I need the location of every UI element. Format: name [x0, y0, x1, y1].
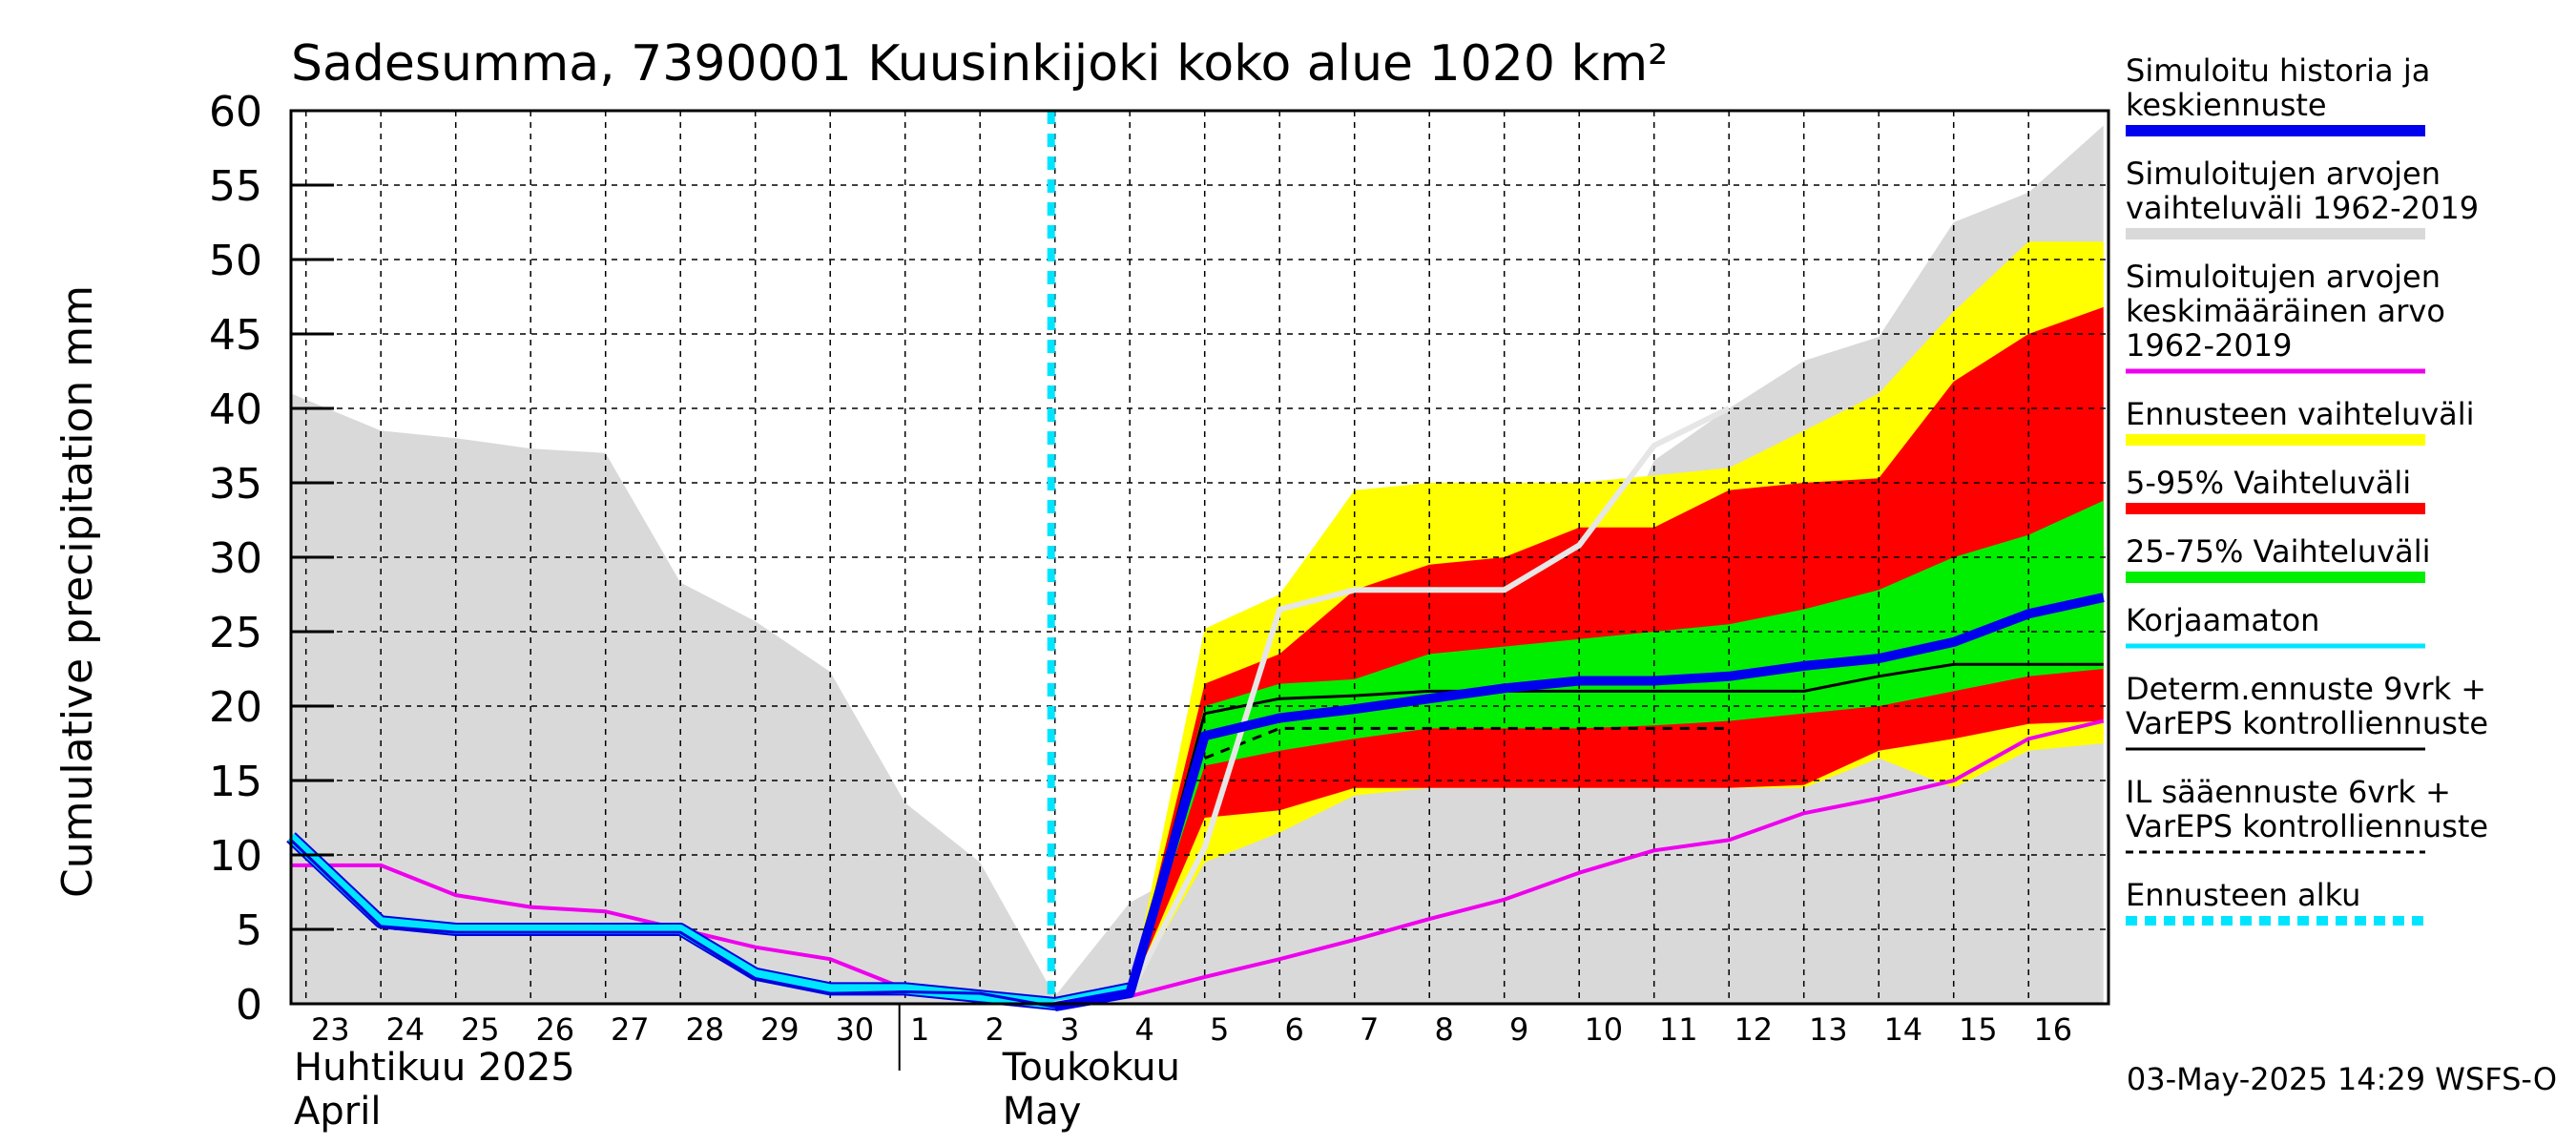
bands-layer — [291, 125, 2104, 1005]
legend-label: 5-95% Vaihteluväli — [2126, 465, 2411, 501]
timestamp-footer: 03-May-2025 14:29 WSFS-O — [2127, 1061, 2557, 1097]
y-tick-label: 0 — [236, 981, 262, 1030]
y-tick-label: 20 — [209, 683, 262, 732]
legend-label: Simuloitujen arvojen — [2126, 259, 2441, 295]
x-tick-label: 4 — [1134, 1011, 1153, 1048]
y-tick-label: 45 — [209, 311, 262, 360]
legend-label: Ennusteen vaihteluväli — [2126, 396, 2475, 432]
month-label-english: April — [294, 1090, 381, 1134]
line-korjaamaton — [287, 833, 1132, 1009]
legend-label: vaihteluväli 1962-2019 — [2126, 190, 2479, 226]
x-tick-label: 6 — [1284, 1011, 1303, 1048]
x-tick-label: 13 — [1809, 1011, 1848, 1048]
legend-label: 25-75% Vaihteluväli — [2126, 533, 2430, 570]
line-il-s-ennuste-6vrk-vareps-kontrolliennuste — [1204, 726, 1730, 760]
x-tick-label: 26 — [535, 1011, 574, 1048]
line-simulated-max-light — [1054, 406, 1731, 1007]
x-tick-label: 29 — [760, 1011, 800, 1048]
chart-title: Sadesumma, 7390001 Kuusinkijoki koko alu… — [291, 35, 1668, 93]
y-tick-label: 35 — [209, 460, 262, 509]
x-tick-label: 2 — [985, 1011, 1004, 1048]
line-simuloitu-historia-ja-keskiennuste — [1053, 593, 2105, 1012]
x-tick-label: 16 — [2033, 1011, 2072, 1048]
y-tick-label: 50 — [209, 237, 262, 285]
legend-label: Ennusteen alku — [2126, 877, 2360, 913]
legend-label: Simuloitu historia ja — [2126, 52, 2430, 89]
x-tick-label: 10 — [1584, 1011, 1623, 1048]
x-tick-label: 12 — [1734, 1011, 1773, 1048]
y-tick-label: 15 — [209, 758, 262, 806]
y-tick-label: 55 — [209, 162, 262, 211]
y-tick-label: 40 — [209, 385, 262, 434]
legend-label: Determ.ennuste 9vrk + — [2126, 671, 2486, 707]
x-tick-label: 1 — [910, 1011, 929, 1048]
y-axis-label: Cumulative precipitation mm — [53, 285, 102, 898]
legend-label: VarEPS kontrolliennuste — [2126, 705, 2488, 741]
x-tick-label: 8 — [1434, 1011, 1453, 1048]
line-determ-ennuste-9vrk-vareps-kontrolliennuste — [1054, 662, 2104, 1006]
legend-label: Korjaamaton — [2126, 602, 2319, 638]
x-tick-label: 9 — [1509, 1011, 1528, 1048]
legend-label: keskiennuste — [2126, 87, 2327, 123]
month-label-english: May — [1003, 1090, 1082, 1134]
x-tick-label: 27 — [611, 1011, 650, 1048]
y-tick-label: 25 — [209, 609, 262, 657]
y-tick-label: 10 — [209, 832, 262, 881]
x-tick-label: 14 — [1883, 1011, 1922, 1048]
x-tick-label: 28 — [685, 1011, 724, 1048]
y-tick-label: 5 — [236, 906, 262, 955]
x-tick-label: 30 — [835, 1011, 874, 1048]
legend-label: VarEPS kontrolliennuste — [2126, 808, 2488, 844]
x-tick-label: 3 — [1060, 1011, 1079, 1048]
legend-label: 1962-2019 — [2126, 327, 2292, 364]
x-tick-label: 15 — [1959, 1011, 1998, 1048]
legend-label: Simuloitujen arvojen — [2126, 156, 2441, 192]
band-25-75-vaihteluv-li — [1054, 500, 2104, 1004]
lines-layer — [286, 111, 2105, 1012]
x-tick-label: 23 — [311, 1011, 350, 1048]
y-tick-label: 30 — [209, 534, 262, 583]
x-tick-label: 5 — [1210, 1011, 1229, 1048]
line-simuloitu-historia-ja-keskiennuste-historia — [289, 839, 1131, 1009]
x-tick-label: 25 — [461, 1011, 500, 1048]
month-label-finnish: Toukokuu — [1002, 1046, 1180, 1090]
legend-label: keskimääräinen arvo — [2126, 293, 2445, 329]
month-label-finnish: Huhtikuu 2025 — [294, 1046, 575, 1090]
x-tick-label: 24 — [385, 1011, 425, 1048]
legend-label: IL sääennuste 6vrk + — [2126, 774, 2451, 810]
line-simuloitujen-arvojen-keskim-r-inen-arvo-1962-2019 — [291, 718, 2105, 1006]
x-tick-label: 11 — [1659, 1011, 1698, 1048]
x-tick-label: 7 — [1360, 1011, 1379, 1048]
y-tick-label: 60 — [209, 88, 262, 136]
